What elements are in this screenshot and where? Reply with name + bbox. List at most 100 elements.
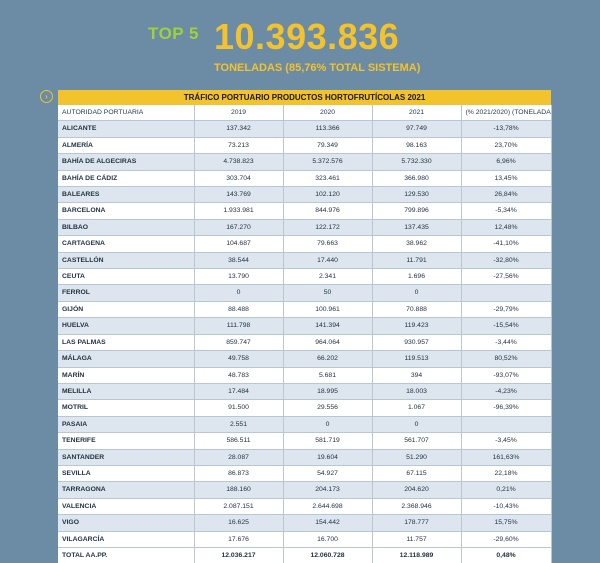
- tonnage-value: 97.749: [372, 120, 462, 138]
- tonnage-value: 137.435: [372, 219, 462, 237]
- tonnage-value: 100.961: [283, 301, 373, 319]
- tonnage-value: 0: [194, 284, 284, 302]
- port-name: MÁLAGA: [58, 350, 195, 368]
- change-percent: 12,48%: [461, 219, 552, 237]
- tonnage-value: 102.120: [283, 186, 373, 204]
- tonnage-value: 91.500: [194, 399, 284, 417]
- total-value: 12.060.728: [283, 547, 373, 563]
- tonnage-value: 0: [283, 416, 373, 434]
- port-name: TENERIFE: [58, 432, 195, 450]
- tonnage-value: 2.368.946: [372, 498, 462, 516]
- total-tonnage: 10.393.836: [214, 16, 400, 57]
- port-name: SEVILLA: [58, 465, 195, 483]
- column-header: 2019: [194, 105, 284, 122]
- tonnage-value: 16.625: [194, 514, 284, 532]
- tonnage-value: 1.067: [372, 399, 462, 417]
- total-label: TOTAL AA.PP.: [58, 547, 195, 563]
- change-percent: 13,45%: [461, 170, 552, 188]
- change-percent: -27,56%: [461, 268, 552, 286]
- hero-header: TOP 5 10.393.836 TONELADAS (85,76% TOTAL…: [0, 16, 600, 78]
- tonnage-value: 799.896: [372, 202, 462, 220]
- tonnage-value: 54.927: [283, 465, 373, 483]
- port-name: HUELVA: [58, 317, 195, 335]
- change-percent: -29,60%: [461, 531, 552, 548]
- tonnage-value: 49.758: [194, 350, 284, 368]
- port-name: BALEARES: [58, 186, 195, 204]
- port-name: BAHÍA DE ALGECIRAS: [58, 153, 195, 171]
- table-row: LAS PALMAS 859.747 964.064 930.957 -3,44%: [58, 334, 552, 352]
- tonnage-value: 16.700: [283, 531, 373, 548]
- tonnage-value: 167.270: [194, 219, 284, 237]
- table-row: PASAIA 2.551 0 0: [58, 416, 552, 434]
- table-row: BAHÍA DE ALGECIRAS 4.738.823 5.372.576 5.73…: [58, 153, 552, 171]
- table-row: BARCELONA 1.933.981 844.976 799.896 -5,34%: [58, 202, 552, 220]
- port-name: MARÍN: [58, 367, 195, 384]
- change-percent: -10,43%: [461, 498, 552, 516]
- tonnage-value: 5.681: [283, 367, 373, 384]
- tonnage-value: 48.783: [194, 367, 284, 384]
- table-row: TARRAGONA 188.160 204.173 204.620 0,21%: [58, 481, 552, 499]
- tonnage-value: 2.551: [194, 416, 284, 434]
- change-percent: -3,44%: [461, 334, 552, 352]
- tonnage-value: 0: [372, 416, 462, 434]
- total-value: 12.036.217: [194, 547, 284, 563]
- tonnage-value: 204.173: [283, 481, 373, 499]
- port-name: CASTELLÓN: [58, 252, 195, 270]
- change-percent: 161,63%: [461, 449, 552, 466]
- tonnage-value: 122.172: [283, 219, 373, 237]
- change-percent: -15,54%: [461, 317, 552, 335]
- port-name: VALENCIA: [58, 498, 195, 516]
- table-row: MARÍN 48.783 5.681 394 -93,07%: [58, 367, 552, 384]
- change-percent: -29,79%: [461, 301, 552, 319]
- port-name: BAHÍA DE CÁDIZ: [58, 170, 195, 188]
- table-row: CARTAGENA 104.687 79.663 38.962 -41,10%: [58, 235, 552, 253]
- table-row: CASTELLÓN 38.544 17.440 11.791 -32,80%: [58, 252, 552, 270]
- change-percent: -41,10%: [461, 235, 552, 253]
- table-row: SANTANDER 28.087 19.604 51.290 161,63%: [58, 449, 552, 466]
- tonnage-value: 5.732.330: [372, 153, 462, 171]
- tonnage-value: 586.511: [194, 432, 284, 450]
- total-subtitle: TONELADAS (85,76% TOTAL SISTEMA): [214, 62, 421, 74]
- tonnage-value: 204.620: [372, 481, 462, 499]
- change-percent: 15,75%: [461, 514, 552, 532]
- port-name: LAS PALMAS: [58, 334, 195, 352]
- change-percent: -96,39%: [461, 399, 552, 417]
- tonnage-value: 19.604: [283, 449, 373, 466]
- tonnage-value: 11.791: [372, 252, 462, 270]
- arrow-circle-icon: ›: [40, 90, 53, 103]
- tonnage-value: 2.341: [283, 268, 373, 286]
- tonnage-value: 1.933.981: [194, 202, 284, 220]
- table-row: FERROL 0 50 0: [58, 284, 552, 302]
- tonnage-value: 17.440: [283, 252, 373, 270]
- tonnage-value: 154.442: [283, 514, 373, 532]
- tonnage-value: 11.757: [372, 531, 462, 548]
- tonnage-value: 4.738.823: [194, 153, 284, 171]
- table-row: VIGO 16.625 154.442 178.777 15,75%: [58, 514, 552, 532]
- change-percent: 22,18%: [461, 465, 552, 483]
- tonnage-value: 79.349: [283, 137, 373, 155]
- tonnage-value: 188.160: [194, 481, 284, 499]
- tonnage-value: 844.976: [283, 202, 373, 220]
- total-row: TOTAL AA.PP. 12.036.217 12.060.728 12.118.9…: [58, 547, 552, 563]
- tonnage-value: 104.687: [194, 235, 284, 253]
- tonnage-value: 113.366: [283, 120, 373, 138]
- table-row: VALENCIA 2.087.151 2.644.698 2.368.946 -10,4…: [58, 498, 552, 516]
- port-name: CEUTA: [58, 268, 195, 286]
- tonnage-value: 18.995: [283, 383, 373, 401]
- table-row: HUELVA 111.798 141.394 119.423 -15,54%: [58, 317, 552, 335]
- tonnage-value: 2.087.151: [194, 498, 284, 516]
- port-name: CARTAGENA: [58, 235, 195, 253]
- total-value: 0,48%: [461, 547, 552, 563]
- table-row: MELILLA 17.484 18.995 18.003 -4,23%: [58, 383, 552, 401]
- port-name: TARRAGONA: [58, 481, 195, 499]
- tonnage-value: 66.202: [283, 350, 373, 368]
- port-name: BARCELONA: [58, 202, 195, 220]
- port-name: GIJÓN: [58, 301, 195, 319]
- table-row: ALICANTE 137.342 113.366 97.749 -13,78%: [58, 120, 552, 138]
- table-row: MÁLAGA 49.758 66.202 119.513 80,52%: [58, 350, 552, 368]
- table-row: TENERIFE 586.511 581.719 561.707 -3,45%: [58, 432, 552, 450]
- tonnage-value: 366.980: [372, 170, 462, 188]
- tonnage-value: 964.064: [283, 334, 373, 352]
- table-row: MOTRIL 91.500 29.556 1.067 -96,39%: [58, 399, 552, 417]
- table-row: BAHÍA DE CÁDIZ 303.704 323.461 366.980 13,45…: [58, 170, 552, 188]
